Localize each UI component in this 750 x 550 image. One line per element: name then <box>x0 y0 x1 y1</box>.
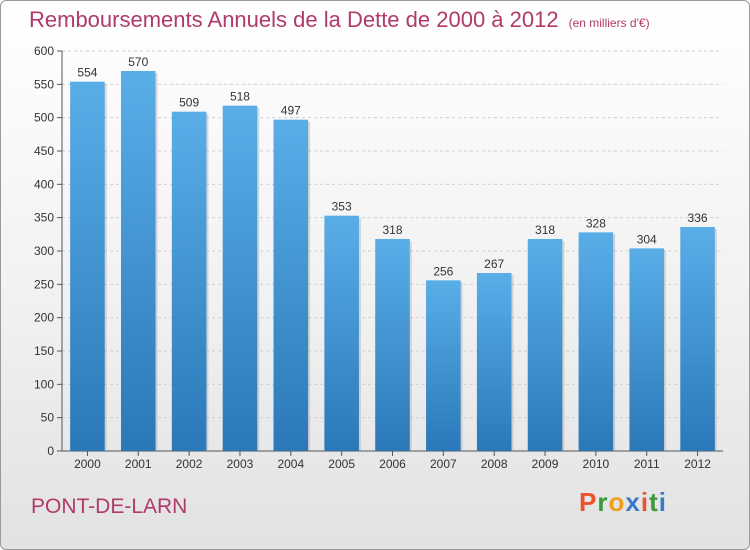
logo-letter: i <box>640 487 650 517</box>
x-tick-label: 2007 <box>430 457 457 471</box>
y-tick-label: 300 <box>34 244 54 258</box>
bar-value-label: 518 <box>230 90 250 104</box>
proxiti-logo: Proxiti <box>579 487 667 518</box>
x-tick-label: 2003 <box>227 457 254 471</box>
logo-letter: x <box>625 487 641 517</box>
bar-value-label: 353 <box>332 200 352 214</box>
bar-value-label: 509 <box>179 96 199 110</box>
x-tick-label: 2011 <box>634 457 660 471</box>
y-tick-label: 150 <box>34 344 54 358</box>
bar-value-label: 267 <box>484 257 504 271</box>
bar <box>273 119 309 452</box>
chart-title-text: Remboursements Annuels de la Dette de 20… <box>29 7 559 32</box>
y-tick-label: 0 <box>47 444 54 458</box>
y-tick-label: 600 <box>34 44 54 58</box>
logo-letter: t <box>649 487 659 517</box>
y-tick-label: 100 <box>34 377 54 391</box>
x-tick-label: 2002 <box>176 457 203 471</box>
x-tick-label: 2005 <box>328 457 355 471</box>
x-tick-label: 2004 <box>277 457 304 471</box>
y-tick-label: 400 <box>34 177 54 191</box>
y-tick-label: 350 <box>34 211 54 225</box>
x-tick-label: 2000 <box>74 457 101 471</box>
bar <box>171 111 207 452</box>
bar <box>578 232 614 451</box>
logo-letter: o <box>608 487 626 517</box>
x-tick-label: 2010 <box>583 457 610 471</box>
bar-value-label: 554 <box>77 66 97 80</box>
bar <box>375 239 410 451</box>
y-tick-label: 250 <box>34 277 54 291</box>
bar-value-label: 256 <box>433 264 453 278</box>
bar-value-label: 318 <box>535 223 555 237</box>
y-tick-label: 200 <box>34 311 54 325</box>
y-tick-label: 50 <box>41 411 55 425</box>
place-name: PONT-DE-LARN <box>31 495 188 518</box>
y-tick-label: 500 <box>34 111 54 125</box>
bar-value-label: 336 <box>688 211 708 225</box>
bar <box>324 215 359 451</box>
x-tick-label: 2012 <box>684 457 711 471</box>
bar <box>426 280 461 451</box>
bar-value-label: 328 <box>586 216 606 230</box>
bar <box>680 227 715 451</box>
chart-title: Remboursements Annuels de la Dette de 20… <box>29 7 650 33</box>
x-tick-label: 2009 <box>532 457 559 471</box>
bar <box>222 105 258 452</box>
bar <box>527 239 563 451</box>
logo-letter: P <box>579 487 598 517</box>
y-tick-label: 450 <box>34 144 54 158</box>
bar-value-label: 318 <box>382 223 402 237</box>
x-tick-label: 2006 <box>379 457 406 471</box>
bar <box>476 273 512 451</box>
bar-value-label: 304 <box>637 232 657 246</box>
x-tick-label: 2008 <box>481 457 508 471</box>
bar-value-label: 570 <box>128 55 148 69</box>
chart-unit: (en milliers d'€) <box>568 16 650 30</box>
y-tick-label: 550 <box>34 77 54 91</box>
logo-letter: i <box>658 487 667 517</box>
bar-value-label: 497 <box>281 104 301 118</box>
logo-letter: r <box>597 487 609 517</box>
bar <box>120 71 156 451</box>
bar <box>629 248 665 451</box>
x-tick-label: 2001 <box>125 457 152 471</box>
bar <box>70 81 105 452</box>
